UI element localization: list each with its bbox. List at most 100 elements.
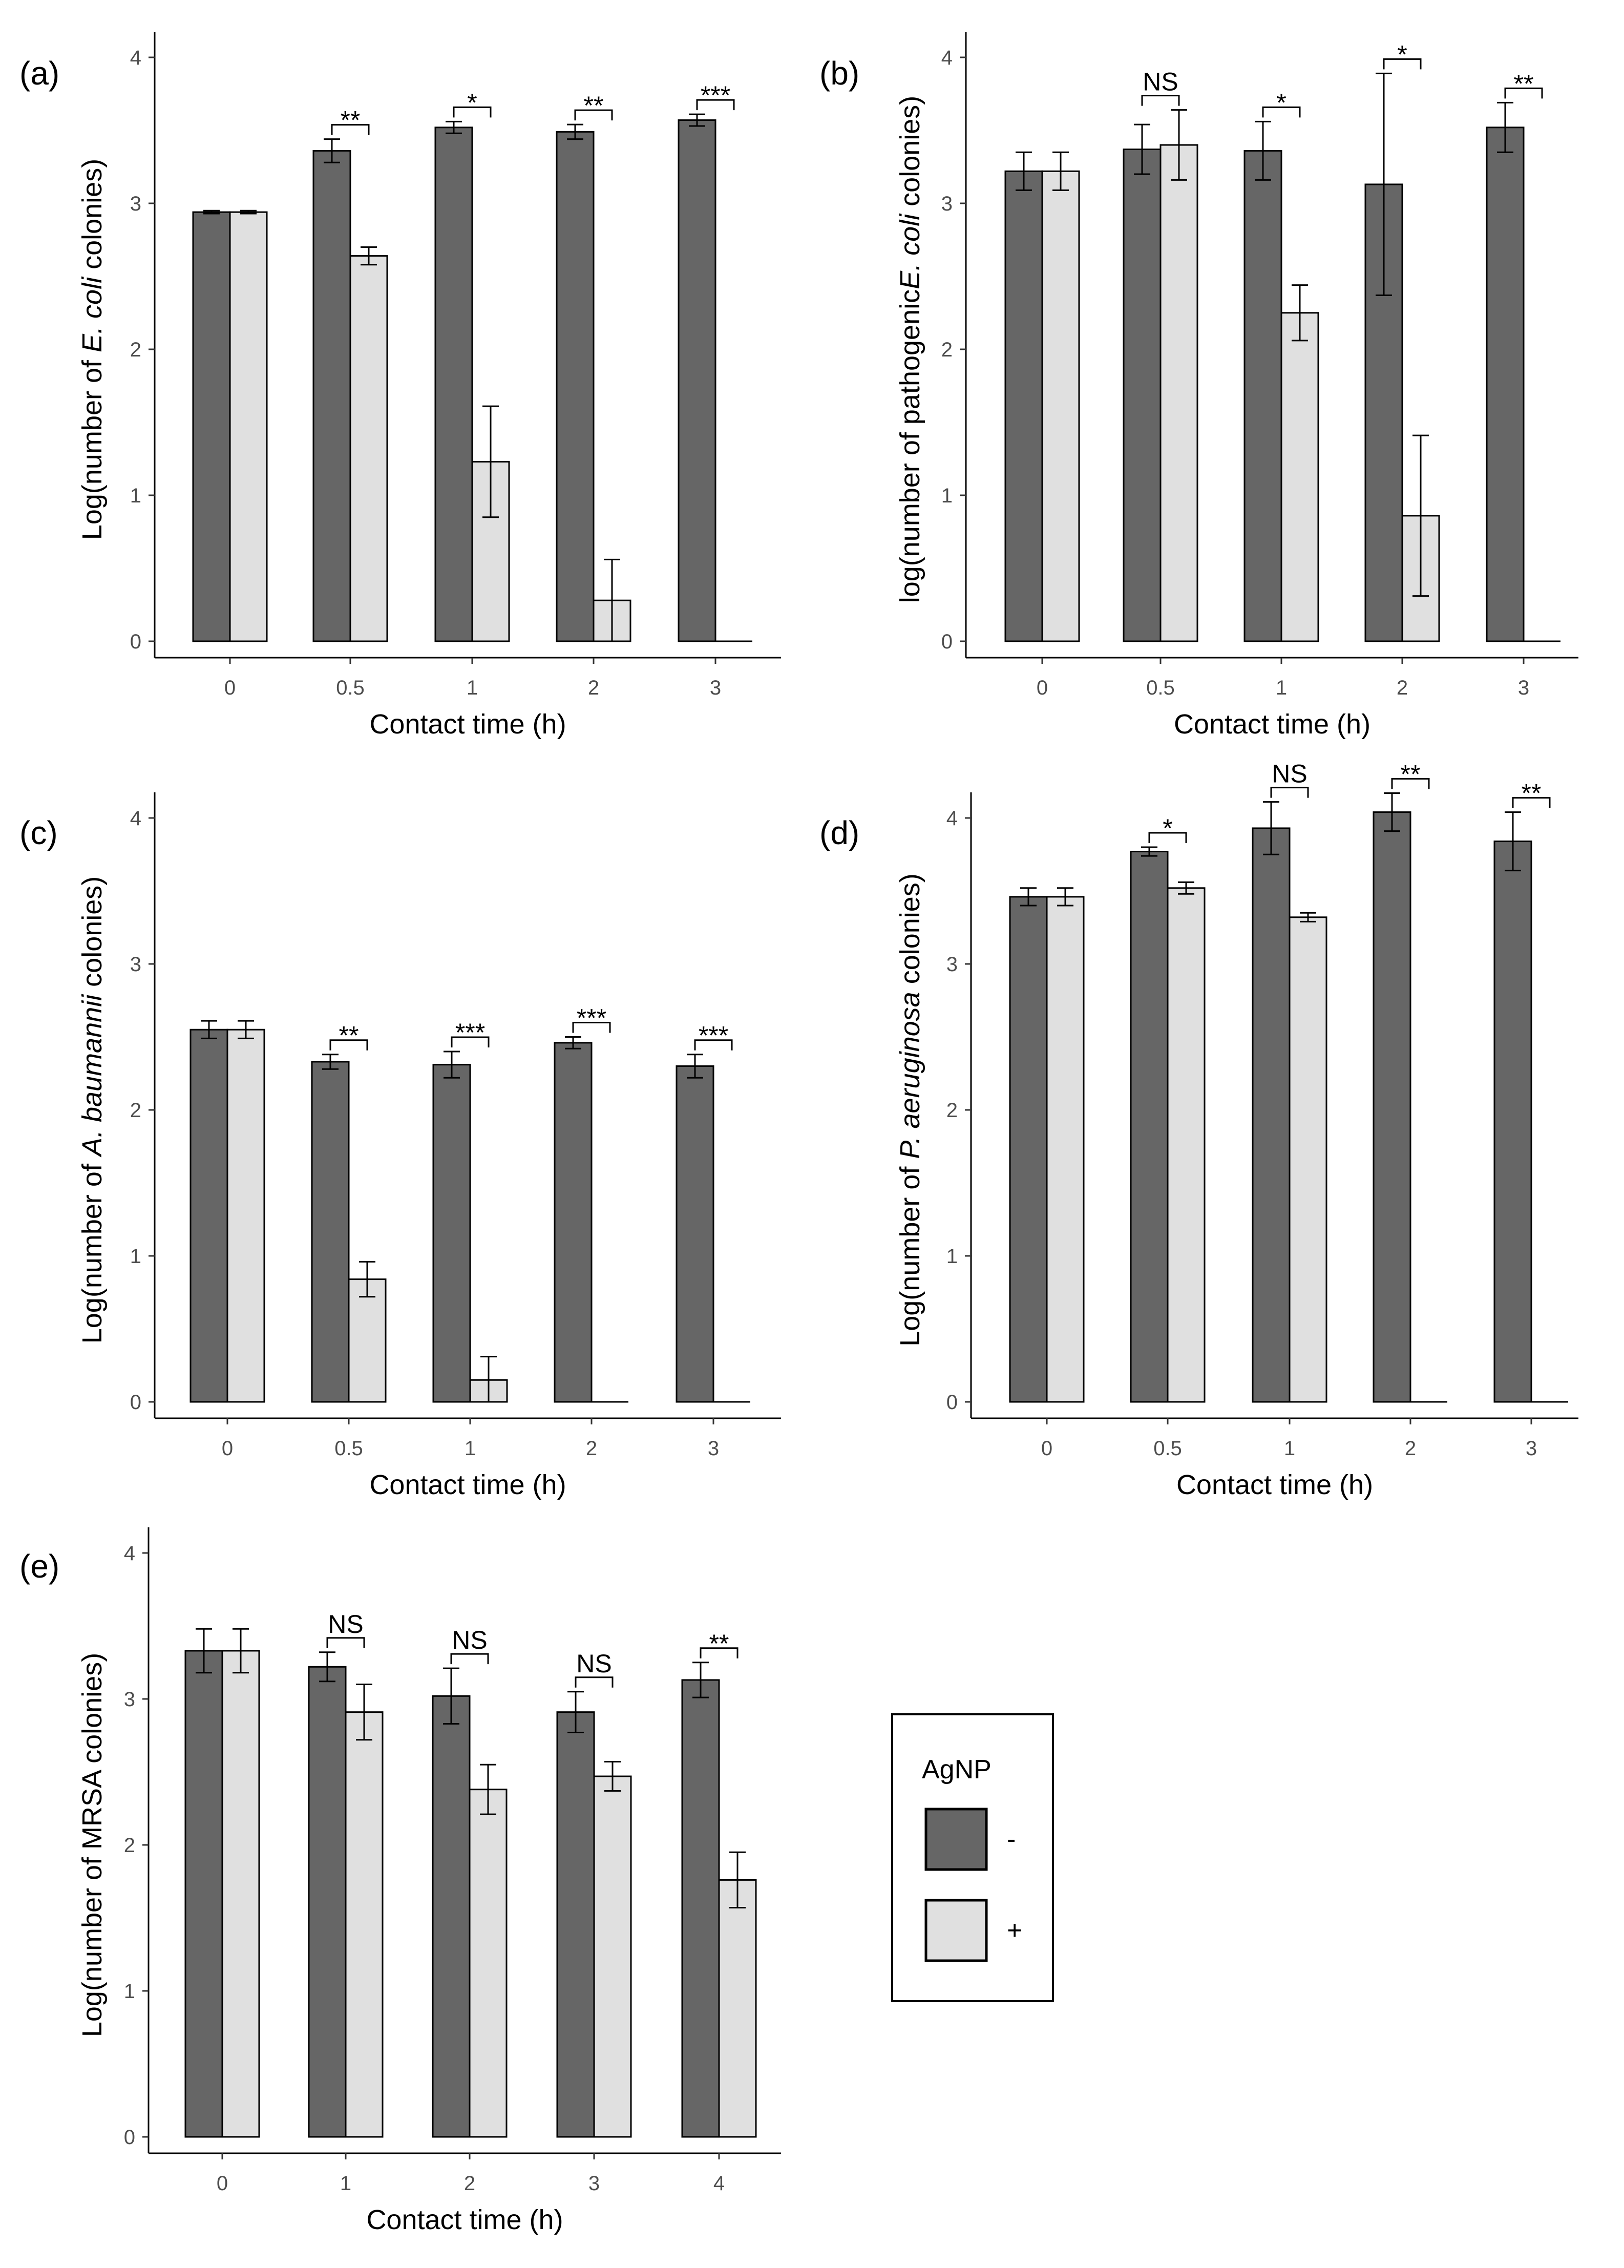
error-bar (324, 138, 340, 163)
x-tick-label: 0 (217, 2172, 228, 2195)
bar-plus (349, 255, 388, 642)
significance-label: * (1276, 88, 1286, 117)
bar-minus (1243, 150, 1282, 642)
y-tick-label: 2 (941, 339, 953, 361)
x-tick-label: 3 (588, 2172, 600, 2195)
error-bar (480, 1763, 496, 1815)
significance-label: ** (341, 106, 361, 135)
x-tick-label: 1 (1276, 677, 1287, 699)
panel-label: (c) (19, 814, 58, 851)
x-tick-label: 0 (224, 677, 236, 699)
x-tick-label: 1 (467, 677, 478, 699)
bar-minus (432, 1695, 471, 2138)
bar-plus (593, 1775, 632, 2138)
bar-minus (554, 1042, 593, 1403)
bar-plus (1280, 312, 1319, 642)
y-tick-label: 2 (130, 339, 141, 361)
error-bar (359, 1261, 375, 1298)
significance-label: *** (699, 1021, 728, 1050)
panel-label: (a) (19, 55, 59, 92)
y-tick-label: 1 (124, 1980, 135, 2003)
error-bar (1020, 887, 1037, 907)
significance-label: ** (339, 1021, 359, 1050)
x-tick-label: 2 (586, 1437, 597, 1460)
significance-bracket: * (453, 88, 492, 118)
x-tick-label: 2 (464, 2172, 475, 2195)
significance-bracket: NS (326, 1610, 365, 1648)
bar-plus (345, 1711, 384, 2138)
significance-bracket: *** (572, 1004, 611, 1033)
x-tick-label: 0.5 (1153, 1437, 1182, 1460)
significance-label: * (1163, 814, 1172, 843)
error-bar (1384, 792, 1400, 832)
error-bar (1412, 434, 1429, 597)
bar-minus (1373, 811, 1411, 1403)
error-bar (604, 1761, 621, 1792)
significance-label: NS (328, 1610, 363, 1639)
error-bar (1263, 801, 1279, 855)
bar-minus (192, 211, 231, 642)
bar-plus (348, 1278, 387, 1403)
error-bar (604, 558, 620, 642)
bar-minus (311, 1061, 350, 1403)
error-bar (1141, 846, 1157, 857)
significance-label: * (467, 88, 477, 117)
error-bar (1497, 101, 1513, 153)
y-tick-label: 3 (130, 193, 141, 215)
legend-swatch (924, 1899, 988, 1962)
error-bar (444, 1051, 460, 1079)
x-axis-title: Contact time (h) (369, 709, 566, 740)
bar-minus (681, 1679, 720, 2138)
bar-minus (676, 1065, 714, 1403)
x-axis-title: Contact time (h) (366, 2204, 563, 2235)
bar-minus (1252, 827, 1291, 1403)
bar-minus (432, 1064, 471, 1403)
significance-bracket: * (1148, 814, 1187, 843)
significance-label: ** (1522, 779, 1542, 808)
significance-label: ** (1401, 760, 1421, 789)
significance-bracket: ** (331, 106, 370, 135)
y-tick-label: 1 (130, 485, 141, 507)
x-axis-title: Contact time (h) (369, 1469, 566, 1500)
y-tick-label: 3 (941, 193, 953, 215)
bar-plus (718, 1879, 757, 2138)
x-tick-label: 0 (222, 1437, 233, 1460)
x-tick-label: 0.5 (336, 677, 365, 699)
y-tick-label: 4 (130, 807, 141, 830)
panel-label: (e) (19, 1548, 59, 1585)
error-bar (443, 1667, 459, 1725)
bar-minus (1123, 149, 1162, 642)
significance-label: NS (1143, 68, 1178, 96)
y-tick-label: 2 (130, 1099, 141, 1122)
error-bar (480, 1356, 497, 1403)
significance-bracket: NS (450, 1626, 489, 1665)
bar-minus (184, 1650, 223, 2138)
error-bar (1178, 881, 1194, 895)
bar-minus (189, 1028, 228, 1403)
error-bar (567, 123, 583, 140)
x-tick-label: 3 (710, 677, 721, 699)
bar-plus (226, 1028, 265, 1403)
x-tick-label: 2 (1397, 677, 1408, 699)
significance-bracket: ** (329, 1021, 368, 1051)
error-bar (1052, 151, 1069, 191)
significance-bracket: *** (451, 1018, 490, 1047)
error-bar (201, 1020, 217, 1039)
y-tick-label: 4 (946, 807, 958, 830)
y-tick-label: 3 (124, 1688, 135, 1711)
error-bar (567, 1691, 584, 1734)
significance-label: ** (1514, 69, 1534, 98)
panel-b: (b) 0 1 2 3 4 0 0.5 1 2 3 Contact time (h) log(numbe… (819, 32, 1578, 740)
bar-minus (678, 119, 716, 642)
y-tick-label: 3 (946, 953, 958, 976)
legend: AgNP - + (891, 1713, 1054, 2002)
bar-minus (1009, 896, 1048, 1403)
x-tick-label: 0 (1041, 1437, 1052, 1460)
significance-bracket: *** (696, 81, 735, 111)
y-axis-title: Log(number of MRSA colonies) (77, 1653, 108, 2037)
error-bar (1292, 284, 1308, 342)
bar-plus (1159, 144, 1198, 642)
bar-minus (556, 131, 595, 642)
y-axis-title: log(number of pathogenicE. coli colonies… (895, 96, 925, 603)
